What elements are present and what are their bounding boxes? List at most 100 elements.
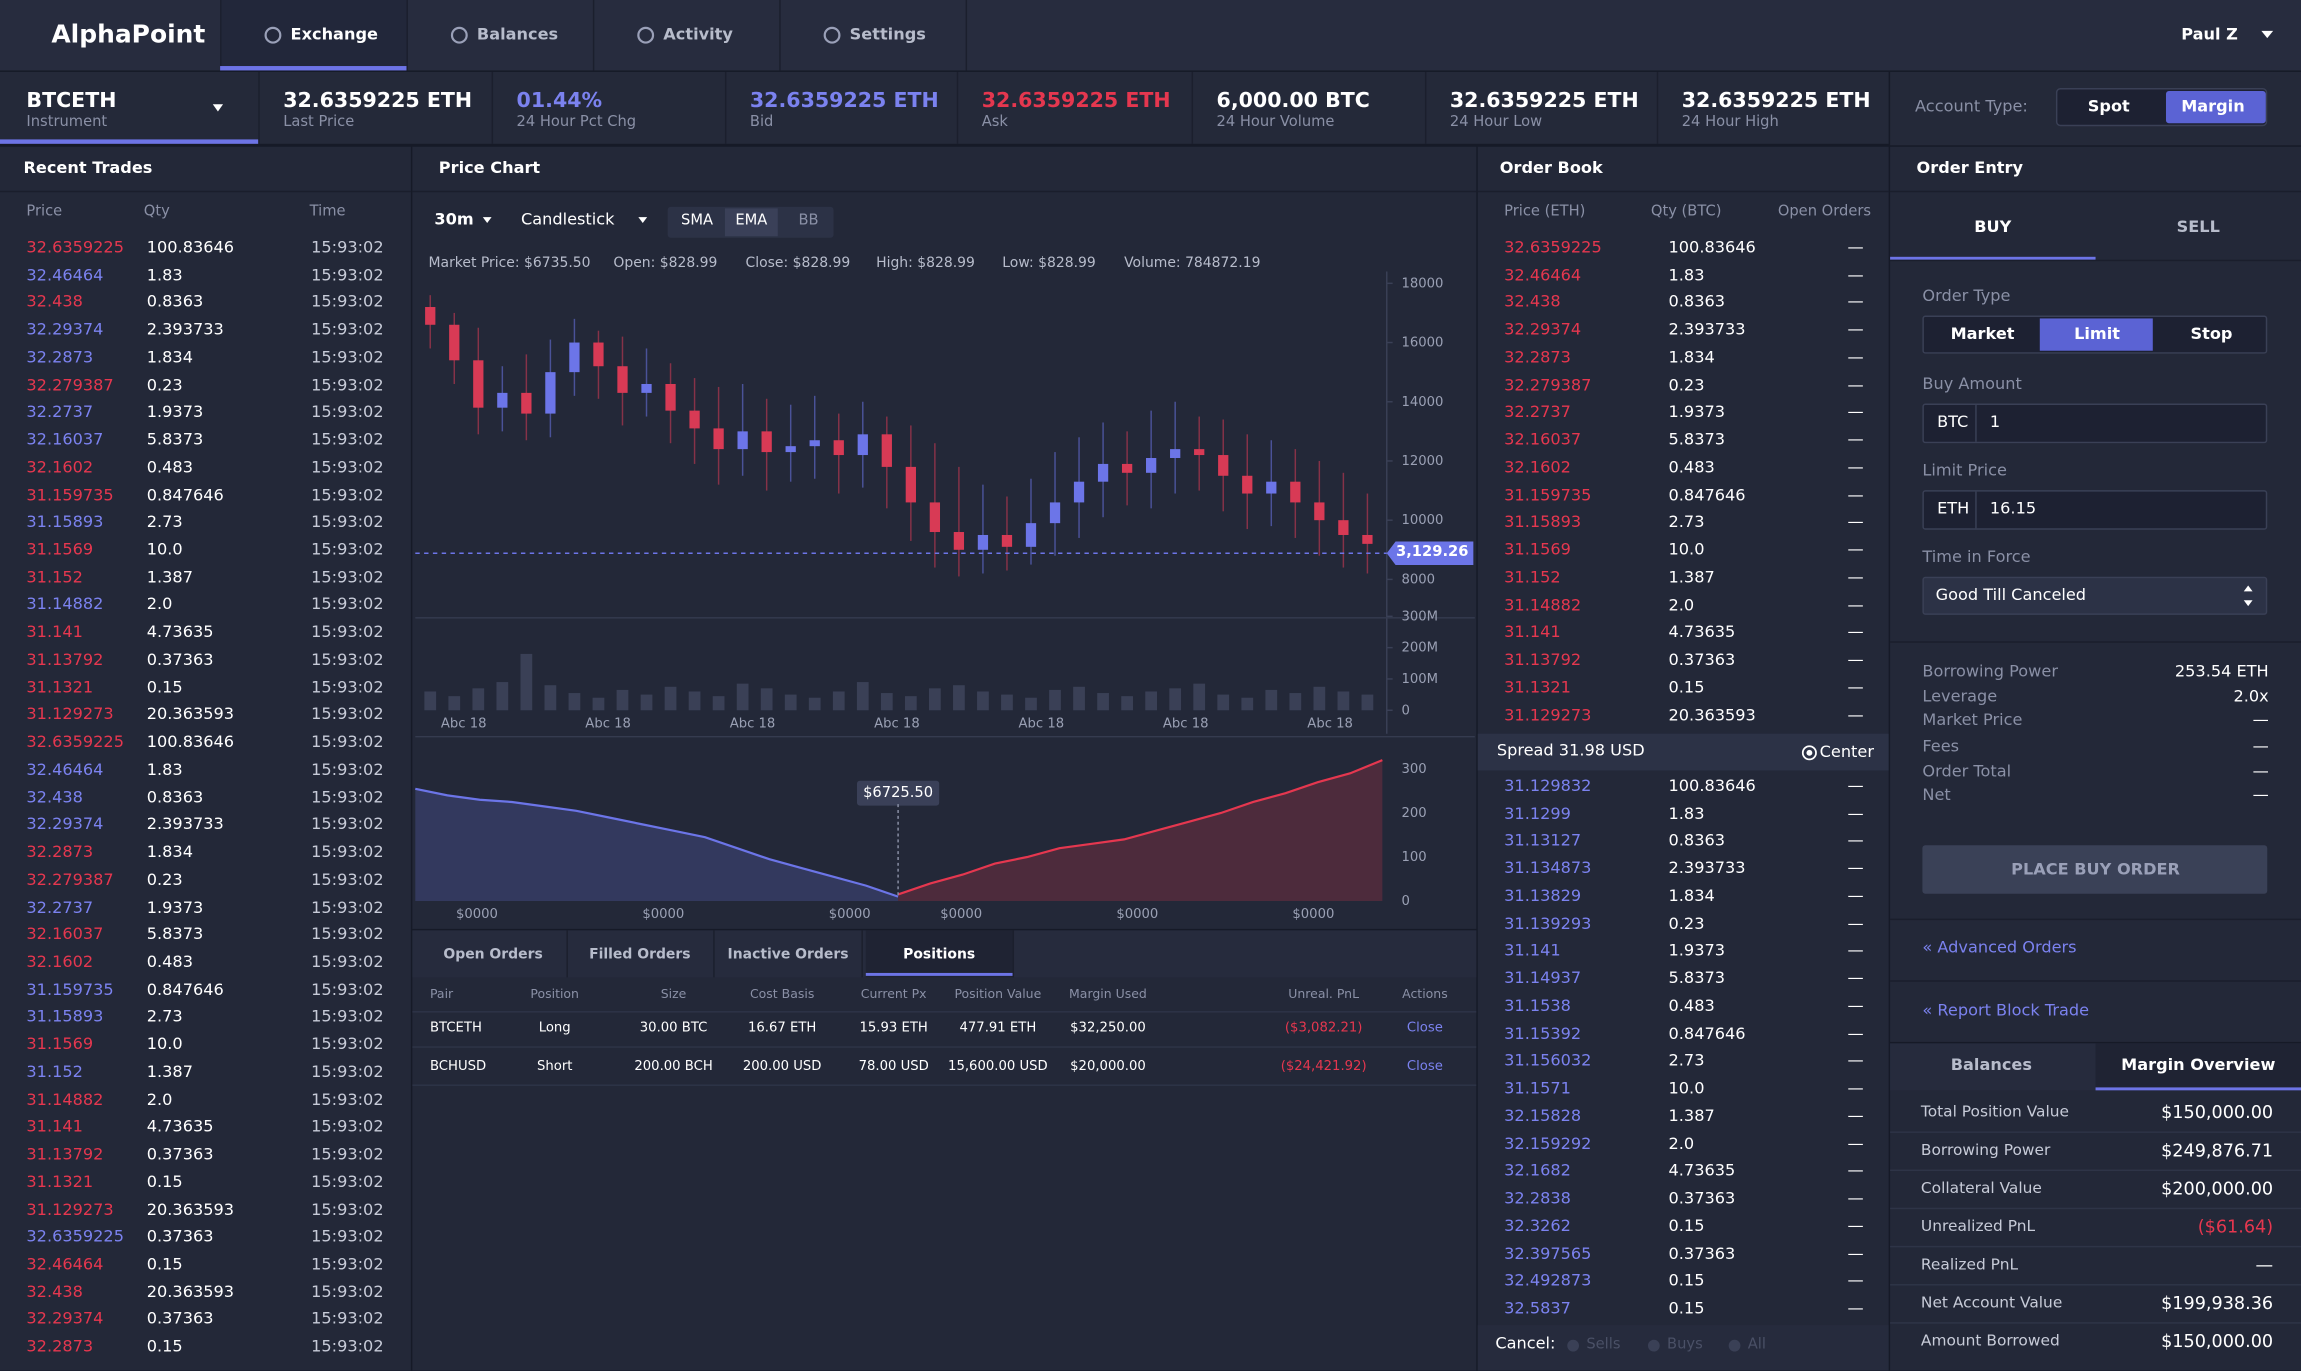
- account-option[interactable]: Spot: [2087, 96, 2130, 116]
- input-field[interactable]: [1922, 403, 2268, 444]
- position-cell[interactable]: Close: [1406, 1058, 1443, 1074]
- y-tick-label: 8000: [1401, 572, 1435, 587]
- input-field[interactable]: [1922, 490, 2268, 530]
- trade-qty: 10.0: [146, 540, 183, 560]
- volume-bar: [1217, 694, 1230, 711]
- account-option[interactable]: Margin: [2181, 96, 2245, 116]
- place-order-button[interactable]: [1922, 845, 2268, 894]
- indicator-active[interactable]: [724, 208, 778, 237]
- field-label: Order Type: [1922, 286, 2011, 306]
- trade-qty: 1.834: [146, 347, 193, 367]
- column-header: Actions: [1402, 987, 1448, 1003]
- position-cell[interactable]: Close: [1406, 1021, 1443, 1037]
- book-qty: 2.0: [1668, 1133, 1695, 1153]
- column-header: Qty (BTC): [1650, 203, 1722, 221]
- trade-qty: 0.23: [146, 869, 183, 889]
- book-price: 31.1538: [1504, 996, 1571, 1016]
- link[interactable]: « Report Block Trade: [1922, 1000, 2090, 1020]
- position-cell: 477.91 ETH: [959, 1021, 1037, 1037]
- summary-value: —: [2252, 761, 2269, 781]
- interval-select[interactable]: 30m: [434, 209, 474, 229]
- book-open-orders: —: [1847, 237, 1864, 257]
- side-tab[interactable]: SELL: [2176, 217, 2220, 237]
- cancel-label: Cancel:: [1495, 1333, 1556, 1354]
- trade-price: 31.141: [26, 622, 83, 642]
- volume-bar: [424, 691, 437, 711]
- column-header: Qty: [143, 203, 170, 221]
- candle-body: [1314, 502, 1325, 521]
- book-qty: 1.83: [1668, 265, 1705, 285]
- nav-tab[interactable]: Balances: [476, 24, 559, 45]
- chart-type-select[interactable]: Candlestick: [520, 209, 615, 229]
- center-button[interactable]: Center: [1819, 742, 1874, 762]
- ticker-value: 32.6359225 ETH: [283, 89, 473, 113]
- order-type[interactable]: Stop: [2190, 324, 2233, 344]
- margin-value: $150,000.00: [2161, 1330, 2274, 1352]
- volume-bar: [1169, 688, 1182, 711]
- volume-bar: [1265, 689, 1278, 711]
- column-header: Current Px: [860, 987, 927, 1003]
- instrument: BTCETH: [26, 89, 117, 113]
- account-option-active[interactable]: [2165, 90, 2266, 124]
- side-tab[interactable]: BUY: [1974, 217, 2012, 237]
- positions-tab[interactable]: Positions: [903, 946, 976, 963]
- select-field[interactable]: [1922, 576, 2268, 615]
- volume-bar: [977, 691, 989, 711]
- place-order-label[interactable]: PLACE BUY ORDER: [2011, 859, 2180, 880]
- order-type-active[interactable]: [2039, 318, 2153, 351]
- nav-tab[interactable]: Activity: [663, 24, 733, 45]
- trade-time: 15:93:02: [311, 540, 384, 560]
- trade-time: 15:93:02: [311, 265, 384, 285]
- margin-tab[interactable]: Margin Overview: [2121, 1055, 2276, 1075]
- order-type[interactable]: Limit: [2074, 324, 2120, 344]
- candle-body: [785, 446, 796, 453]
- margin-tab[interactable]: Balances: [1950, 1055, 2032, 1075]
- order-type[interactable]: Market: [1950, 324, 2015, 344]
- nav-tab-active: [221, 0, 407, 71]
- nav-tab[interactable]: Exchange: [290, 24, 378, 45]
- column-header: Price: [26, 203, 63, 221]
- input-divider: [1975, 491, 1977, 529]
- tab-active[interactable]: [2095, 1043, 2301, 1091]
- indicator[interactable]: SMA: [681, 212, 714, 229]
- indicator[interactable]: BB: [798, 212, 819, 229]
- section-divider: [1890, 259, 2301, 262]
- row-divider: [412, 1011, 1477, 1013]
- positions-tab[interactable]: Filled Orders: [589, 946, 691, 963]
- x-tick-label: $0000: [456, 907, 498, 922]
- volume-bar: [1361, 694, 1374, 711]
- cancel-option[interactable]: All: [1747, 1336, 1766, 1354]
- candle-body: [881, 434, 892, 467]
- cancel-option[interactable]: Sells: [1586, 1336, 1621, 1354]
- field-label: Buy Amount: [1922, 374, 2022, 394]
- trade-time: 15:93:02: [311, 402, 384, 422]
- tab-active[interactable]: [865, 930, 1013, 978]
- cancel-option[interactable]: Buys: [1667, 1336, 1703, 1354]
- interval-caret: [482, 217, 492, 224]
- depth-line: [897, 759, 1383, 896]
- row-divider: [412, 1083, 1477, 1086]
- y-tick-label: 0: [1401, 703, 1409, 718]
- book-price: 31.13792: [1504, 650, 1582, 670]
- book-open-orders: —: [1847, 402, 1864, 422]
- indicator[interactable]: EMA: [735, 212, 768, 229]
- row-divider: [1890, 1284, 2301, 1286]
- chart-info: Open: $828.99: [613, 255, 718, 272]
- position-cell: BCHUSD: [429, 1058, 487, 1074]
- book-price: 32.159292: [1504, 1133, 1592, 1153]
- trade-qty: 0.15: [146, 1172, 183, 1192]
- volume-bar: [1073, 686, 1085, 711]
- link[interactable]: « Advanced Orders: [1922, 937, 2077, 957]
- nav-tab[interactable]: Settings: [849, 24, 926, 45]
- position-cell: $20,000.00: [1070, 1058, 1146, 1074]
- summary-value: —: [2252, 710, 2269, 730]
- positions-tab[interactable]: Inactive Orders: [727, 946, 849, 963]
- volume-bar: [760, 688, 773, 711]
- column-header: Time: [309, 203, 346, 221]
- trade-time: 15:93:02: [311, 1254, 384, 1274]
- logo: AlphaPoint: [51, 20, 206, 50]
- positions-tab[interactable]: Open Orders: [443, 946, 543, 963]
- chart-info: Close: $828.99: [745, 255, 851, 272]
- tab-indicator: [2095, 1087, 2301, 1091]
- candle-body: [665, 383, 676, 411]
